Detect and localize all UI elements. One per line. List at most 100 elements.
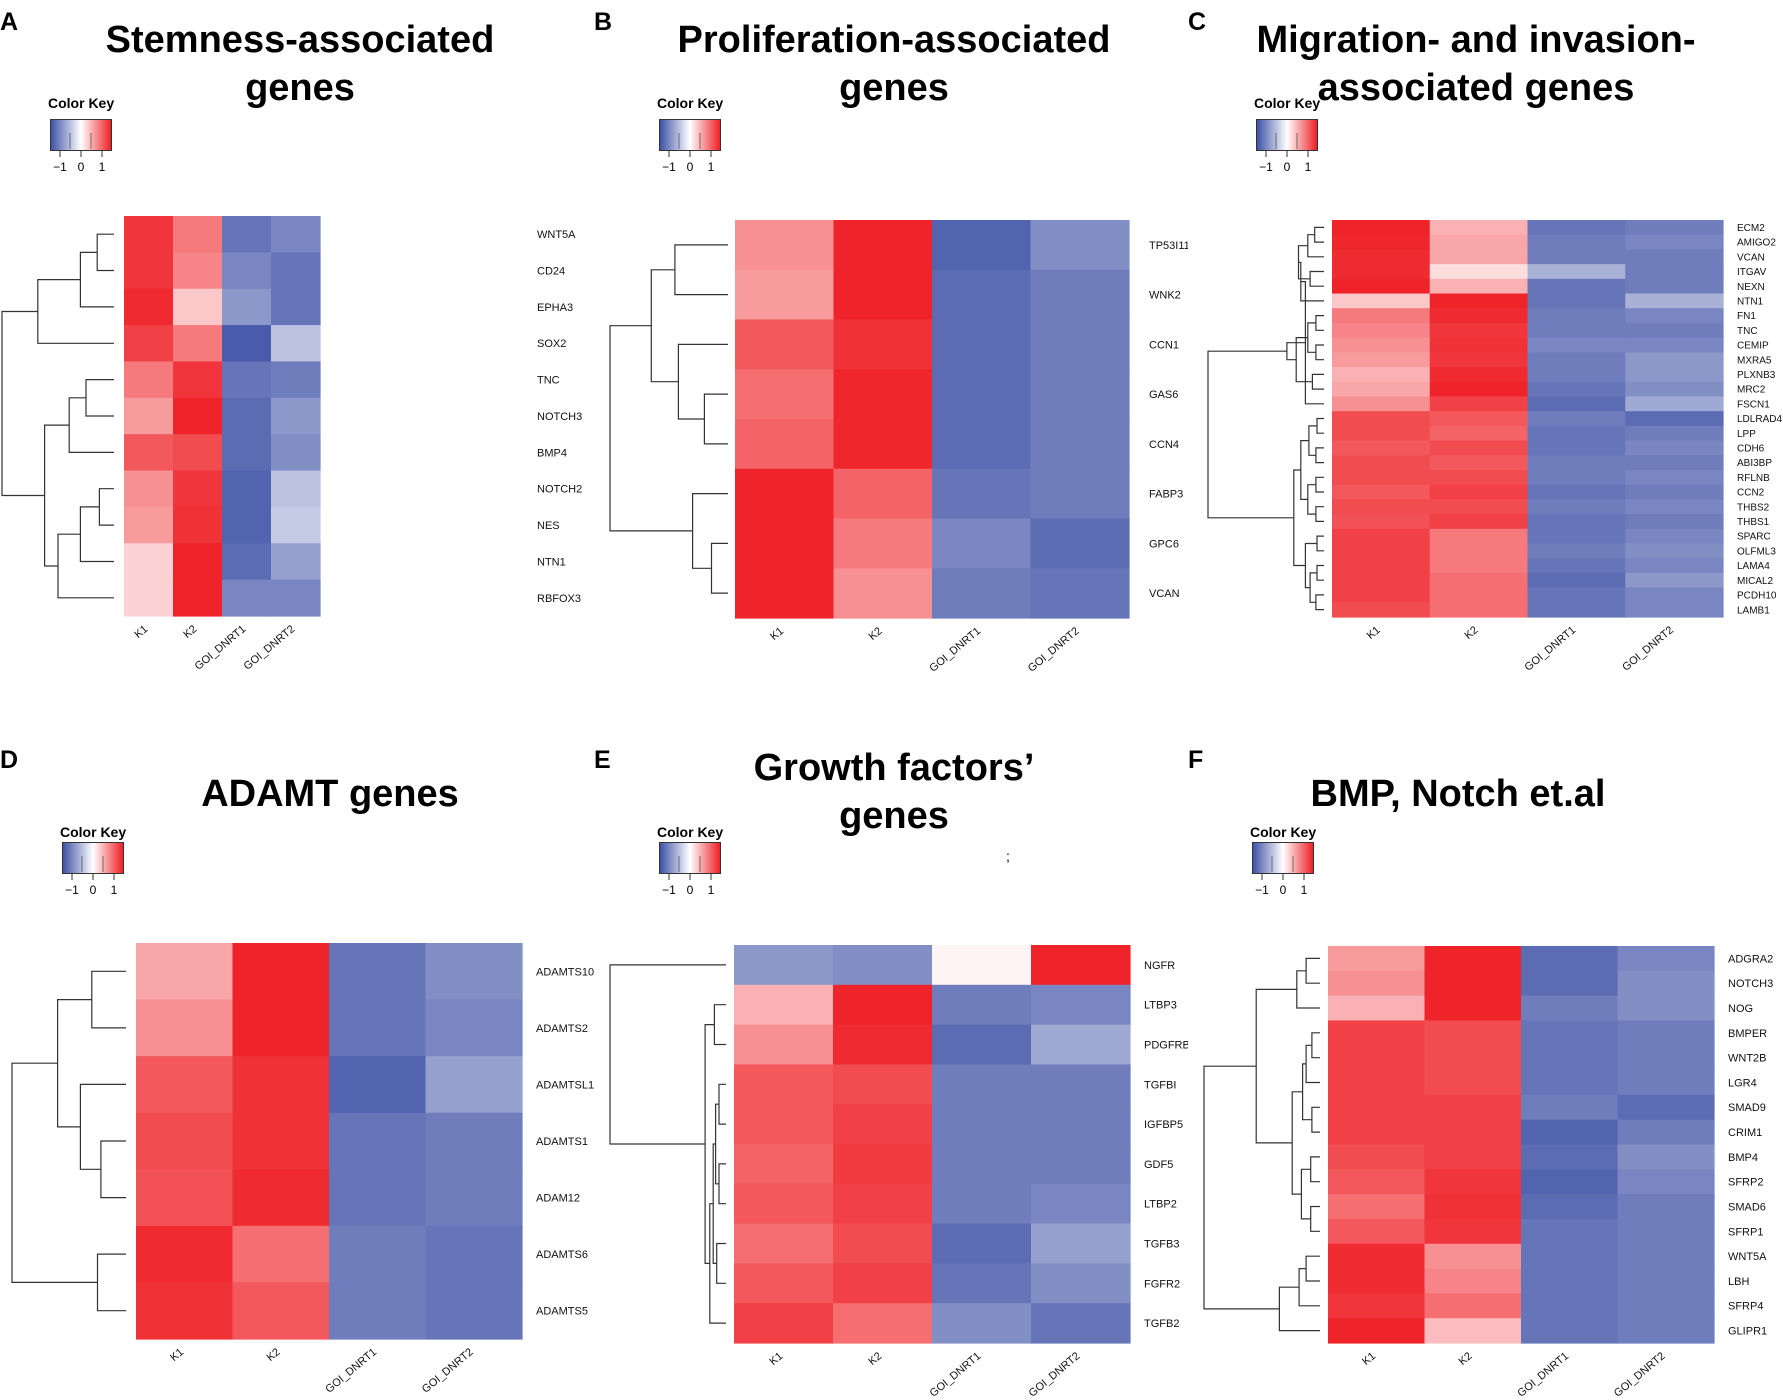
heatmap-cell [1424,1020,1522,1046]
heatmap-cell [222,252,272,290]
panel-title: Proliferation-associated genes [644,16,1144,112]
row-label: ADAMTS5 [536,1306,588,1318]
heatmap-cell [1527,367,1626,383]
heatmap-cell [1625,308,1724,324]
heatmap-cell [1429,514,1529,530]
heatmap-cell [1527,264,1626,280]
panel-title: Stemness-associated genes [90,16,510,112]
heatmap-cell [1527,220,1626,236]
dendrogram-branch [1305,1044,1320,1084]
heatmap-cell [1429,220,1529,236]
dendrogram-branch [68,397,114,453]
color-key-label: Color Key [60,824,127,840]
heatmap-cell [1332,440,1431,456]
dendrogram-branch [1307,322,1316,353]
row-label: LAMB1 [1737,605,1770,616]
row-label: CCN4 [1149,439,1179,451]
heatmap-cell [1617,1094,1715,1121]
row-label: ITGAV [1737,267,1767,278]
heatmap-cell [1521,1194,1619,1220]
heatmap-cell [136,999,234,1057]
color-key-label: Color Key [1250,824,1317,840]
heatmap-cell [932,1144,1032,1185]
column-label: K1 [1365,624,1383,642]
heatmap-cell [734,1263,834,1304]
heatmap-cell [1625,278,1724,295]
dendrogram-branch [1311,1106,1320,1133]
heatmap-cell [173,397,223,435]
heatmap-cell [735,269,835,321]
row-label: WNT5A [537,229,576,241]
heatmap-cell [1527,455,1626,471]
heatmap-cell [1429,587,1529,603]
row-label: OLFML3 [1737,546,1776,557]
color-key-label: Color Key [657,824,724,840]
heatmap-cell [1625,411,1724,427]
panel-title-line: Migration- and invasion- [1256,19,1696,61]
color-key-tick-label: 0 [78,160,85,174]
column-label: K1 [1360,1350,1378,1368]
heatmap-cell [1625,587,1724,603]
heatmap-cell [735,568,835,619]
heatmap-cell [734,1024,834,1065]
heatmap-cell [271,506,321,544]
column-label: K2 [181,623,199,641]
heatmap-cell [173,434,223,472]
dendrogram-branch [1302,1063,1312,1121]
heatmap-cell [1424,1045,1522,1071]
color-key-bar [50,119,112,151]
heatmap-cell [833,1183,933,1225]
heatmap-cell [1031,1303,1131,1344]
color-key-gradient [1253,843,1313,873]
dendrogram-branch [1307,234,1324,258]
dendrogram-branch [1305,957,1320,984]
dendrogram-branch [1316,564,1324,581]
heatmap-cell [1625,469,1724,486]
heatmap-cell [932,945,1032,986]
heatmap-cell [1332,352,1431,368]
color-key-tick-label: 1 [1301,883,1308,897]
dendrogram-branch [100,1140,126,1199]
column-label: GOI_DNRT2 [420,1346,476,1396]
heatmap-cell [1429,381,1529,398]
heatmap-cell [1527,293,1626,309]
heatmap-cell [833,518,933,569]
heatmap-cell [1617,1243,1715,1270]
heatmap-cell [1429,469,1529,486]
row-label: THBS2 [1737,502,1770,513]
panel-b: B Proliferation-associated genes Color K… [594,0,1188,700]
heatmap-cell [271,361,321,399]
dendrogram-branch [1314,226,1324,243]
row-label: LPP [1737,429,1756,440]
heatmap-cell [173,506,223,544]
heatmap-cell [1521,1169,1619,1195]
color-key-tick-label: 1 [1305,160,1312,174]
dendrogram-branch [1207,350,1294,519]
heatmap-cell [1332,543,1431,559]
dendrogram-branch [79,1083,126,1170]
heatmap-cell [173,288,223,326]
dendrogram-branch [674,244,728,296]
heatmap-cell [1617,1218,1715,1245]
heatmap-cell [1332,558,1431,574]
column-label: K1 [767,1350,785,1368]
row-label: FABP3 [1149,489,1183,501]
heatmap-cell [1527,234,1626,250]
row-label: SFRP4 [1728,1301,1763,1313]
heatmap-cell [734,1223,834,1264]
panel-e: E Growth factors’ genes ; Color Key −1 0 1… [594,700,1188,1400]
dendrogram-branch [1315,506,1324,522]
heatmap-cell [124,252,174,290]
heatmap-cell [1527,514,1626,530]
row-label: MICAL2 [1737,576,1774,587]
dendrogram-branch [1311,373,1324,390]
row-label: BMP4 [1728,1152,1758,1164]
heatmap-cell [833,369,933,420]
heatmap-cell [1030,319,1130,370]
dendrogram-branch [1286,342,1306,361]
heatmap-cell [1527,484,1626,500]
column-label: K2 [1457,1350,1475,1368]
color-key-bar [1256,119,1318,151]
heatmap-cell [1617,1144,1715,1170]
row-label: CCN2 [1737,488,1765,499]
